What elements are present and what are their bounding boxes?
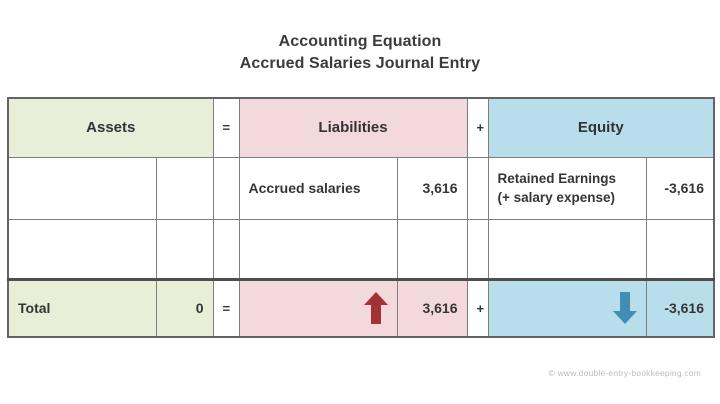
equity-amount-cell: -3,616 — [645, 156, 715, 220]
equity-desc-line-2: (+ salary expense) — [497, 190, 615, 205]
liability-amount-cell: 3,616 — [396, 156, 468, 220]
title-line-2: Accrued Salaries Journal Entry — [239, 55, 481, 72]
equity-total-cell: -3,616 — [645, 277, 715, 338]
empty-separator-cell — [466, 218, 489, 280]
assets-amount-cell — [155, 156, 214, 220]
journal-entry-row: Accrued salaries 3,616 Retained Earnings… — [7, 156, 715, 220]
table-header-row: Assets = Liabilities + Equity — [7, 97, 715, 158]
equity-desc-line-1: Retained Earnings — [497, 171, 617, 186]
plus-separator-total: + — [466, 277, 489, 338]
liabilities-total-cell: 3,616 — [396, 277, 468, 338]
empty-row — [7, 218, 715, 280]
assets-header-cell: Assets — [7, 97, 214, 158]
empty-cell — [238, 218, 398, 280]
equals-separator-header: = — [212, 97, 240, 158]
empty-cell — [645, 218, 715, 280]
page-title: Accounting Equation Accrued Salaries Jou… — [0, 31, 720, 75]
equals-separator-total: = — [212, 277, 240, 338]
equals-separator-cell — [212, 156, 240, 220]
empty-cell — [396, 218, 468, 280]
liabilities-header-cell: Liabilities — [238, 97, 468, 158]
plus-separator-header: + — [466, 97, 489, 158]
total-row: Total 0 = 3,616 + -3,616 — [7, 277, 715, 338]
up-arrow-icon — [363, 292, 388, 325]
down-arrow-icon — [612, 292, 637, 325]
assets-desc-cell — [7, 156, 157, 220]
liabilities-trend-cell — [238, 277, 398, 338]
empty-cell — [7, 218, 157, 280]
empty-cell — [155, 218, 214, 280]
plus-separator-cell — [466, 156, 489, 220]
copyright-credit: © www.double-entry-bookkeeping.com — [548, 368, 701, 378]
accounting-equation-table: Assets = Liabilities + Equity Accrued sa… — [7, 97, 716, 338]
total-label-cell: Total — [7, 277, 157, 338]
equity-header-cell: Equity — [487, 97, 715, 158]
equity-desc-cell: Retained Earnings (+ salary expense) — [487, 156, 647, 220]
empty-cell — [487, 218, 647, 280]
title-line-1: Accounting Equation — [278, 33, 442, 50]
equity-trend-cell — [487, 277, 647, 338]
assets-total-cell: 0 — [155, 277, 214, 338]
liability-desc-cell: Accrued salaries — [238, 156, 398, 220]
empty-separator-cell — [212, 218, 240, 280]
